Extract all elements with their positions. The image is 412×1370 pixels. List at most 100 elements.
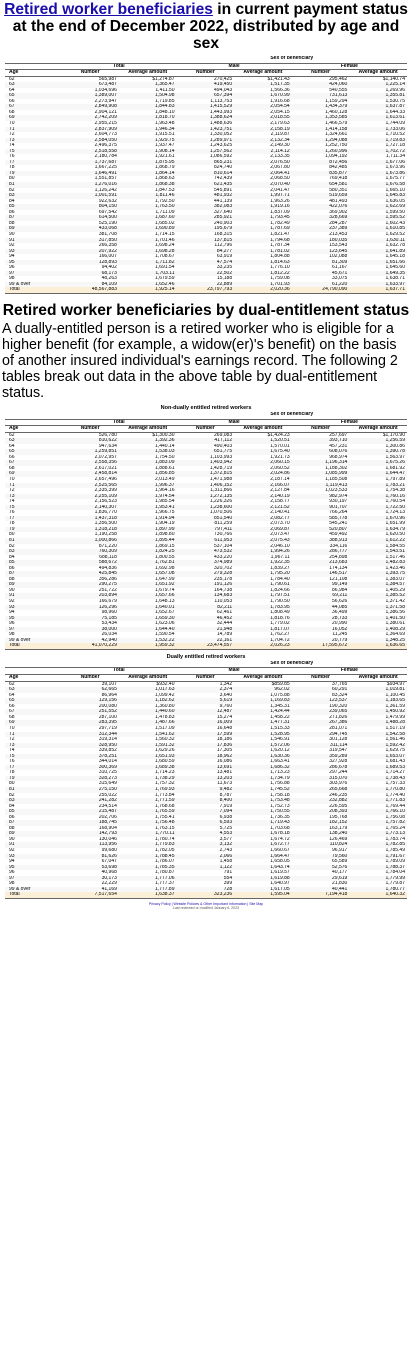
value-cell: 166,679 (98, 599, 117, 605)
value-cell: 2,374 (176, 687, 235, 693)
value-cell: 1,517.19 (385, 725, 405, 731)
value-cell: 728 (176, 886, 235, 893)
value-cell: 128,893 (61, 259, 119, 266)
value-cell: 1,868.38 (118, 182, 177, 188)
value-cell: 1,836,770 (94, 510, 117, 516)
age-cell: 72 (9, 132, 15, 138)
table-row: 90 381,708 1,714.15 168,315 1,821.47 213,453 1… (5, 232, 407, 238)
value-cell: 1,996.37 (118, 482, 177, 489)
value-cell: 2,657,496 (94, 476, 117, 482)
value-cell: 2,837,909 (61, 126, 119, 133)
value-cell: 2,496,375 (94, 143, 117, 149)
value-cell: 22,889 (176, 281, 235, 288)
table-row: 85 588,672 1,762.81 374,989 1,922.35 213,683 1… (5, 560, 407, 566)
value-cell: 1,711.34 (385, 154, 405, 160)
value-cell: 8,400 (176, 798, 235, 804)
value-cell: 1,762.81 (118, 560, 177, 566)
value-cell: 1,703.11 (118, 270, 177, 277)
number-column-header: Number (61, 674, 119, 682)
value-cell: 168,315 (214, 231, 233, 237)
value-cell: 1,791.67 (349, 853, 407, 860)
value-cell: 1,644.33 (385, 109, 405, 115)
value-cell: 323,236 (176, 892, 235, 899)
value-cell: 22,229 (101, 881, 117, 887)
value-cell: 1,440.60 (118, 709, 177, 715)
value-cell: 180,035 (291, 237, 350, 244)
value-cell: 1,185,508 (325, 476, 348, 482)
value-cell: 83,324 (332, 692, 348, 698)
footer-links[interactable]: Privacy Policy | Website Policies & Othe… (148, 901, 264, 906)
value-cell: 1,719.85 (155, 98, 175, 104)
age-cell: 75 (5, 148, 62, 155)
value-cell: 537,104 (214, 543, 233, 549)
table-row: 62 565,987 $1,274.87 270,425 $1,421.43 295,46… (5, 76, 407, 82)
value-cell: 381,708 (98, 231, 117, 237)
table-row: 79 1,646,491 1,864.14 810,614 2,064.41 835,87… (5, 170, 407, 177)
age-cell: 66 (9, 454, 15, 460)
value-cell: 1,680.59 (155, 759, 175, 765)
value-cell: $859.85 (271, 681, 290, 687)
value-cell: 232,882 (291, 798, 350, 804)
value-cell: 113,956 (61, 842, 119, 848)
table-row: 64 947,634 1,440.14 490,403 1,570.01 457,231 1… (5, 444, 407, 450)
group-header-row: Total Male Female (5, 62, 407, 71)
value-cell: 1,821.47 (270, 231, 290, 237)
value-cell: 48,567,883 (61, 287, 119, 294)
value-cell: 1,561.46 (385, 737, 405, 743)
value-cell: 202,706 (98, 814, 117, 820)
value-cell: 2,073.47 (270, 532, 290, 538)
value-cell: 1,458.22 (270, 714, 290, 720)
value-cell: 1,226,326 (209, 499, 233, 505)
value-cell: $934.97 (386, 681, 405, 687)
value-cell: 1,837.09 (270, 209, 290, 215)
value-cell: 1,785.35 (118, 864, 177, 871)
value-cell: 1,738.43 (349, 775, 407, 782)
table-row: 74 2,496,375 1,937.47 1,243,625 2,149.30 1,25… (5, 143, 407, 149)
age-cell: 70 (9, 121, 15, 127)
value-cell: 271,826 (329, 714, 348, 720)
value-cell: 1,766.10 (349, 809, 407, 815)
value-cell: 1,817.07 (234, 626, 292, 633)
value-cell: 1,100.45 (385, 692, 405, 698)
value-cell: 1,754.50 (155, 454, 175, 460)
age-cell: 92 (9, 599, 15, 605)
value-cell: 2,018.55 (234, 115, 292, 122)
value-cell: 1,814.63 (234, 259, 292, 266)
value-cell: 673,487 (61, 82, 119, 88)
value-cell: 1,777.89 (118, 886, 177, 893)
value-cell: 1,753.48 (234, 798, 292, 804)
value-cell: $1,274.87 (152, 76, 175, 82)
value-cell: 45,671 (291, 270, 350, 277)
table-row: 67 2,849,908 1,844.83 1,415,529 2,054.54 1,43… (5, 104, 407, 110)
table-row: 79 328,273 1,738.29 13,203 1,734.79 315,070 1,… (5, 775, 407, 782)
value-cell: 2,119.87 (270, 132, 290, 138)
value-cell: 41,169 (61, 886, 119, 893)
value-cell: 1,386.56 (385, 610, 405, 616)
female-group-header: Female (291, 667, 407, 675)
value-cell: 251,722 (98, 587, 117, 593)
value-cell: 585,778 (291, 515, 350, 522)
value-cell: 1,782.49 (270, 220, 290, 226)
value-cell: 494,043 (214, 87, 233, 93)
value-cell: 1,921.73 (270, 454, 290, 460)
value-cell: 23,797,793 (176, 287, 235, 294)
value-cell: 1,883.09 (118, 460, 177, 466)
value-cell: 164,738 (214, 587, 233, 593)
value-cell: 13,203 (176, 775, 235, 782)
value-cell: 1,733.06 (349, 126, 407, 133)
value-cell: 13,481 (216, 770, 233, 776)
value-cell: 281,071 (329, 725, 348, 731)
retired-worker-beneficiaries-link[interactable]: Retired worker beneficiaries (4, 1, 213, 18)
value-cell: 153,543 (329, 243, 348, 249)
value-cell: 1,360.80 (155, 703, 175, 709)
value-cell: 1,345.31 (270, 703, 290, 709)
value-cell: 137,815 (176, 237, 235, 244)
value-cell: 1,974.54 (118, 493, 177, 500)
value-cell: 481,932 (176, 193, 235, 199)
value-cell: 811,259 (214, 521, 233, 527)
value-cell: 1,904.19 (155, 521, 175, 527)
value-cell: 1,591.32 (118, 742, 177, 749)
table-row: 80 315,649 1,757.32 11,673 1,756.88 303,976 1,… (5, 781, 407, 787)
value-cell: 1,787.69 (234, 226, 292, 232)
age-cell: 65 (5, 449, 62, 455)
